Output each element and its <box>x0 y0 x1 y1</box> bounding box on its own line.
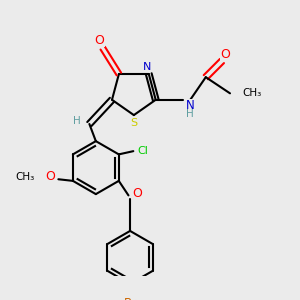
Text: Br: Br <box>124 297 137 300</box>
Text: O: O <box>133 187 142 200</box>
Text: CH₃: CH₃ <box>242 88 262 98</box>
Text: O: O <box>220 48 230 61</box>
Text: Cl: Cl <box>137 146 148 156</box>
Text: N: N <box>143 62 152 72</box>
Text: H: H <box>73 116 81 126</box>
Text: CH₃: CH₃ <box>16 172 35 182</box>
Text: S: S <box>130 118 137 128</box>
Text: N: N <box>186 99 195 112</box>
Text: O: O <box>45 170 55 183</box>
Text: H: H <box>186 109 194 119</box>
Text: O: O <box>94 34 104 46</box>
